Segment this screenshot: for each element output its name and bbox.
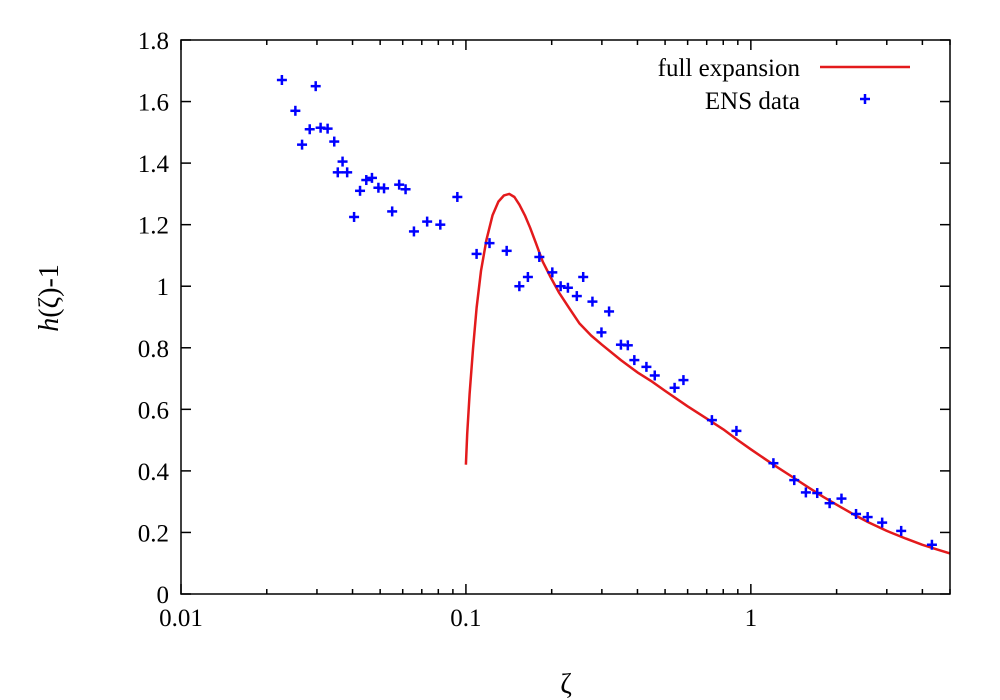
data-point [422,216,433,227]
x-tick-label: 1 [745,605,758,632]
data-point [926,539,937,550]
data-point [484,238,495,249]
data-point [877,517,888,528]
data-point [501,245,512,256]
x-tick-label: 0.01 [159,605,203,632]
data-point [578,271,589,282]
data-point [534,251,545,262]
y-tick-label: 0 [157,582,170,609]
data-point [471,248,482,259]
data-point [555,281,566,292]
data-point [851,508,862,519]
data-point [366,172,377,183]
legend-swatch-ens-data [860,94,870,104]
data-point [896,525,907,536]
legend-label-ens-data: ENS data [705,88,800,115]
y-axis-label-rest: (ζ)-1 [34,264,65,318]
x-axis-ticks: 0.01 0.1 1 [159,40,951,632]
y-tick-label: 0.8 [138,336,169,363]
y-axis-label: h(ζ)-1 [34,264,65,332]
data-point [587,296,598,307]
data-point [862,512,873,523]
data-point [337,156,348,167]
data-point [604,306,615,317]
y-axis-label-italic: h [34,318,65,332]
y-tick-label: 1.2 [138,213,169,240]
y-tick-label: 0.4 [138,459,170,486]
data-point [387,206,398,217]
data-point [329,136,340,147]
data-point [824,498,835,509]
data-point [547,267,558,278]
data-point [641,361,652,372]
y-tick-label: 1.8 [138,28,169,55]
data-point [629,355,640,366]
data-point [800,487,811,498]
x-tick-label: 0.1 [450,605,481,632]
y-tick-label: 0.6 [138,397,169,424]
plot-frame [180,39,951,595]
data-point [435,219,446,230]
data-point [349,211,360,222]
data-point [706,415,717,426]
data-point [355,185,366,196]
data-point [276,75,287,86]
data-point [678,375,689,386]
data-point [394,179,405,190]
data-point [408,226,419,237]
data-point [731,425,742,436]
data-point [290,105,301,116]
y-tick-label: 1.4 [138,151,170,178]
data-point [322,123,333,134]
data-point [400,184,411,195]
y-tick-label: 1.6 [138,90,169,117]
data-point [304,124,315,135]
data-point [452,191,463,202]
data-point [342,167,353,178]
data-point [562,282,573,293]
series-line-full-expansion [464,192,951,555]
data-point [649,370,660,381]
x-axis-label: ζ [560,669,572,700]
y-tick-label: 1 [157,274,170,301]
data-point [514,281,525,292]
data-point [522,271,533,282]
data-point [768,458,779,469]
data-point [571,291,582,302]
plot-layer [276,75,951,555]
data-point [836,493,847,504]
data-point [361,175,372,186]
legend-label-full-expansion: full expansion [658,55,801,82]
data-point [297,139,308,150]
data-point [332,167,343,178]
legend: full expansion ENS data [658,55,910,115]
data-point [379,183,390,194]
y-tick-label: 0.2 [138,520,169,547]
plot-border [180,39,951,595]
data-point [622,340,633,351]
data-point [596,327,607,338]
data-point [812,488,823,499]
y-axis-ticks: 0 0.2 0.4 0.6 0.8 1 1.2 1.4 1.6 1.8 [138,28,950,609]
data-point [789,475,800,486]
data-point [669,382,680,393]
data-point [310,81,321,92]
